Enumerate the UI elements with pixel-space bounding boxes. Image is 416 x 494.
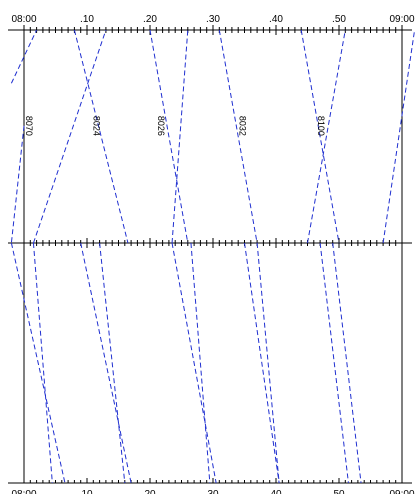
axes (23, 30, 403, 483)
top-tick-label: .50 (332, 14, 346, 25)
train-line (171, 29, 189, 244)
train-label: 8026 (156, 116, 166, 136)
train-line (382, 29, 416, 244)
bottom-tick-label: 10 (81, 489, 93, 494)
top-tick-label: .30 (206, 14, 220, 25)
bottom-tick-label: 40 (270, 489, 282, 494)
minor-ticks (23, 25, 403, 483)
train-line (149, 29, 189, 244)
train-line (218, 29, 258, 244)
train-lines (10, 29, 416, 484)
bottom-tick-label: 20 (144, 489, 156, 494)
train-line (10, 242, 66, 484)
train-line (10, 29, 38, 84)
top-tick-label: 08:00 (11, 14, 36, 25)
top-tick-labels: 08:00 .10 .20 .30 .40 .50 09:00 (11, 14, 414, 25)
train-line (10, 125, 25, 244)
train-label: 8032 (237, 116, 247, 136)
top-tick-label: .10 (80, 14, 94, 25)
train-line (99, 242, 126, 484)
train-line (32, 242, 53, 484)
bottom-tick-label: 08:00 (11, 489, 36, 494)
train-line (244, 242, 280, 484)
top-tick-label: .40 (269, 14, 283, 25)
station-lines (8, 29, 412, 484)
train-line (80, 242, 132, 484)
train-line (190, 242, 211, 484)
bottom-tick-label: 09:00 (389, 489, 414, 494)
train-line (171, 242, 217, 484)
train-label: 8024 (91, 116, 101, 136)
bottom-tick-labels: 08:00 10 20 30 40 50 09:00 (11, 489, 414, 494)
bottom-tick-label: 50 (333, 489, 345, 494)
train-line (73, 29, 129, 244)
train-label: 8070 (24, 116, 34, 136)
train-line (32, 29, 107, 244)
top-tick-label: .20 (143, 14, 157, 25)
train-line (300, 29, 340, 244)
train-label: 8100 (316, 116, 326, 136)
bottom-tick-label: 30 (207, 489, 219, 494)
train-line (332, 242, 362, 484)
train-line (307, 29, 346, 244)
train-line (256, 242, 280, 484)
train-line (319, 242, 349, 484)
train-labels: 8070 8024 8026 8032 8100 (24, 116, 326, 136)
top-tick-label: 09:00 (389, 14, 414, 25)
